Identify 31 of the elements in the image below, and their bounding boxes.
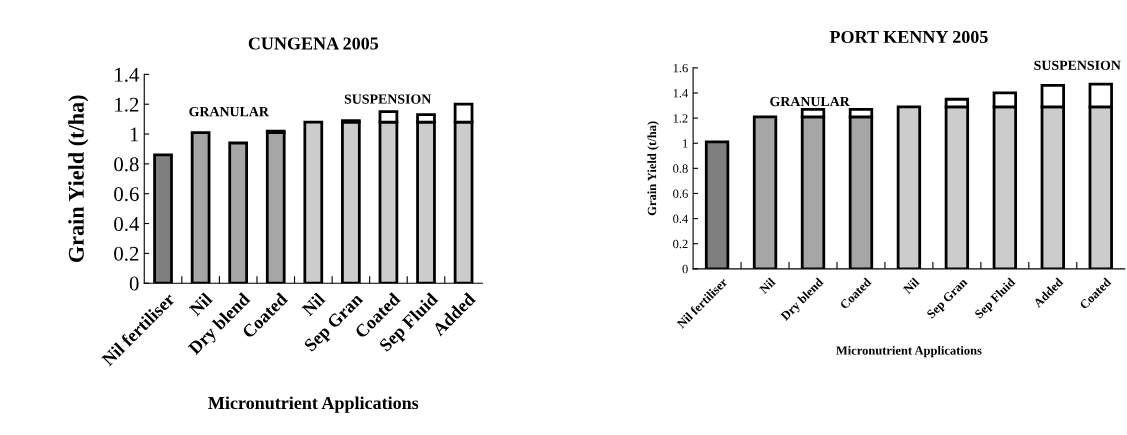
y-axis-title: Grain Yield (t/ha) [68,95,89,263]
y-tick-label: 0.2 [114,246,139,261]
y-tick-label: 0.2 [673,239,688,249]
annotation: GRANULAR [189,106,270,117]
x-tick-label: Nil [300,291,326,317]
x-tick-label: Nil [758,277,776,295]
y-tick-label: 0.4 [114,216,140,232]
x-axis-title: Micronutrient Applications [208,396,419,413]
y-tick-label: 0.6 [673,189,688,198]
chart-title: CUNGENA 2005 [248,37,379,50]
annotation: SUSPENSION [1034,60,1121,71]
y-tick-label: 1.4 [673,89,689,98]
y-tick-label: 0.8 [114,157,139,172]
y-tick-label: 1.2 [115,97,139,112]
y-tick-label: 1.6 [673,63,688,73]
y-tick-label: 1.2 [673,114,688,123]
x-tick-label: Nil [902,277,920,295]
annotation: SUSPENSION [344,94,432,104]
y-tick-label: 1.4 [115,67,140,82]
y-tick-label: 0 [129,276,139,291]
y-axis-title: Grain Yield (t/ha) [647,121,659,216]
y-tick-label: 0.6 [114,187,139,202]
y-tick-label: 0.4 [673,214,689,224]
y-tick-label: 1 [683,139,688,148]
x-axis-title: Micronutrient Applications [836,345,982,358]
x-tick-label: Nil [188,291,213,317]
y-tick-label: 0.8 [673,164,688,173]
chart-title: PORT KENNY 2005 [829,30,988,44]
y-tick-label: 0 [682,264,688,274]
annotation: GRANULAR [770,96,850,107]
y-tick-label: 1 [130,127,139,142]
